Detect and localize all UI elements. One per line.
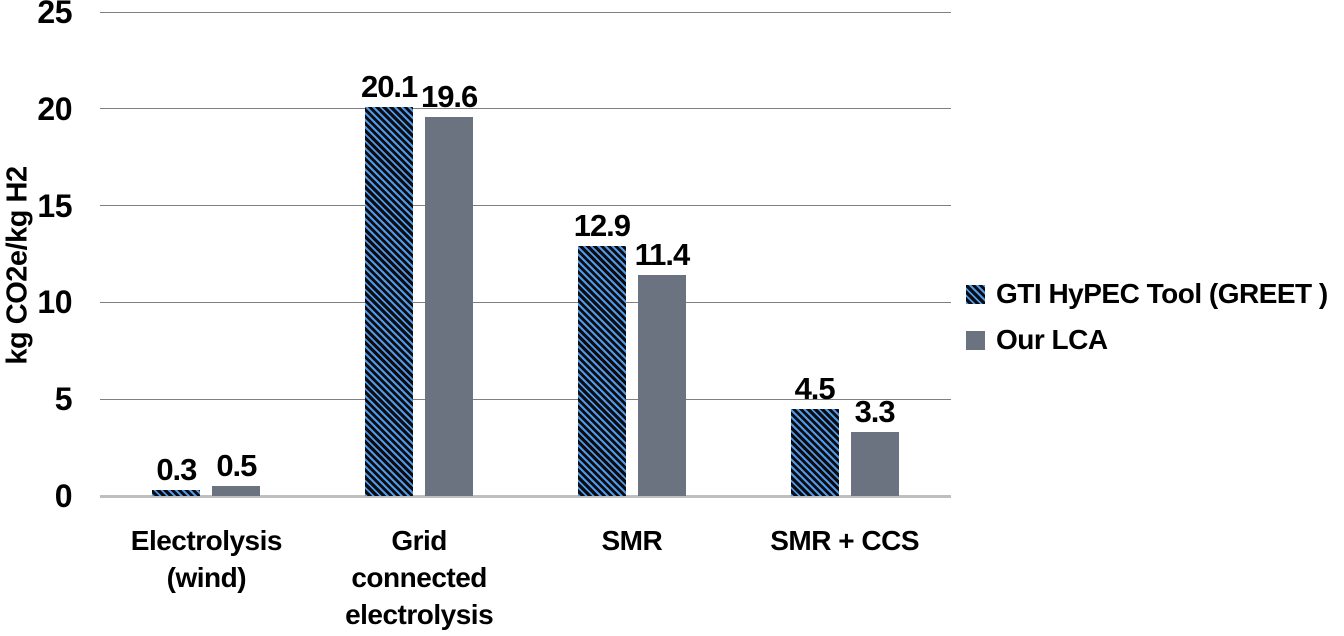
gridline (100, 11, 951, 13)
legend-swatch-hatched (966, 284, 985, 304)
y-tick-label: 15 (37, 187, 72, 224)
bar-hatched (365, 106, 414, 496)
x-category-label: SMR + CCS (738, 522, 951, 559)
gridline (100, 301, 951, 303)
legend: GTI HyPEC Tool (GREET ) Our LCA (966, 277, 1328, 369)
bar-value-label: 0.5 (216, 448, 257, 484)
x-category-label: SMR (526, 522, 739, 559)
bar-value-label: 4.5 (794, 370, 836, 406)
bar-hatched (790, 408, 839, 496)
x-category-label-line: connected (351, 562, 487, 593)
y-tick-label: 10 (37, 284, 72, 321)
plot-area: 0.3 0.5 20.1 19.6 12.9 11.4 4.5 3.3 (100, 11, 951, 498)
bar-value-label: 3.3 (854, 394, 896, 430)
x-category-label-line: Electrolysis (130, 525, 283, 556)
bar-value-label: 11.4 (634, 237, 691, 273)
x-axis-line (100, 495, 951, 498)
bar-value-label: 12.9 (573, 208, 631, 244)
bar-solid (425, 116, 474, 496)
bar-solid (850, 432, 899, 496)
x-category-label-line: (wind) (166, 562, 247, 593)
x-category-label: Electrolysis (wind) (100, 522, 313, 596)
y-tick-label: 5 (54, 381, 73, 418)
gridline (100, 398, 951, 400)
y-tick-label: 20 (37, 90, 72, 127)
x-category-label-line: Grid (391, 525, 447, 556)
bar-solid (212, 486, 261, 496)
legend-label: GTI HyPEC Tool (GREET ) (996, 278, 1328, 309)
x-category-label-line: SMR + CCS (770, 525, 919, 556)
legend-row: GTI HyPEC Tool (GREET ) (966, 277, 1328, 311)
legend-row: Our LCA (966, 323, 1328, 357)
y-tick-label: 25 (37, 0, 72, 30)
gridline (100, 108, 951, 110)
legend-swatch-solid (966, 330, 985, 350)
gridline (100, 205, 951, 207)
x-category-label: Grid connected electrolysis (313, 522, 526, 633)
x-category-label-line: electrolysis (345, 599, 494, 630)
legend-label: Our LCA (996, 324, 1108, 355)
bar-value-label: 0.3 (156, 452, 197, 488)
bar-hatched (152, 490, 201, 496)
bar-value-label: 20.1 (360, 68, 418, 104)
bar-value-label: 19.6 (420, 78, 478, 114)
y-tick-label: 0 (54, 478, 73, 514)
bar-solid (637, 275, 686, 496)
bar-hatched (577, 246, 626, 496)
x-category-label-line: SMR (601, 525, 663, 556)
